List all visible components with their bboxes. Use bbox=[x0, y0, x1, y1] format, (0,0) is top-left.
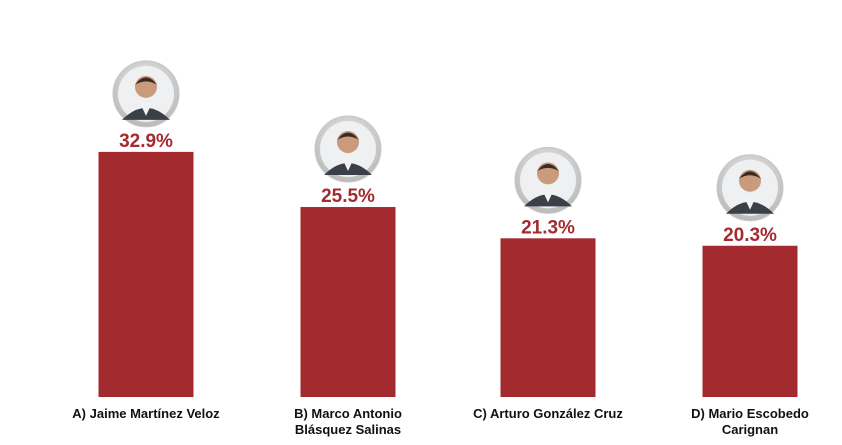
candidate-portrait-icon bbox=[514, 146, 582, 214]
bars-layer bbox=[98, 151, 798, 397]
value-label: 32.9% bbox=[119, 131, 173, 152]
bar bbox=[702, 245, 798, 397]
value-label: 20.3% bbox=[723, 225, 777, 246]
value-label: 21.3% bbox=[521, 217, 575, 238]
value-label: 25.5% bbox=[321, 186, 375, 207]
value-labels-layer: 32.9% 25.5% 21.3% 20.3% bbox=[119, 131, 777, 246]
category-labels-layer: A) Jaime Martínez Veloz B) Marco AntonioB… bbox=[72, 406, 809, 437]
candidate-photos-layer bbox=[112, 60, 784, 222]
bar bbox=[300, 207, 396, 397]
category-label: D) Mario Escobedo bbox=[691, 406, 809, 421]
candidate-portrait-icon bbox=[314, 115, 382, 183]
category-label: Blásquez Salinas bbox=[295, 422, 401, 437]
candidate-portrait-icon bbox=[112, 60, 180, 128]
candidate-portrait-icon bbox=[716, 154, 784, 222]
bar bbox=[500, 238, 596, 397]
bar bbox=[98, 151, 194, 397]
category-label: C) Arturo González Cruz bbox=[473, 406, 623, 421]
category-label: A) Jaime Martínez Veloz bbox=[72, 406, 220, 421]
category-label: B) Marco Antonio bbox=[294, 406, 402, 421]
category-label: Carignan bbox=[722, 422, 778, 437]
